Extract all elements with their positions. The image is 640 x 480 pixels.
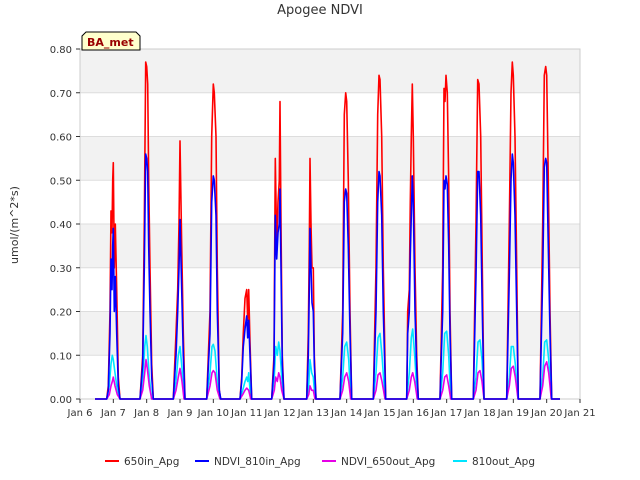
site-badge: BA_met [81, 31, 141, 51]
x-tick-label: Jan 20 [530, 408, 562, 419]
x-tick-label: Jan 13 [297, 408, 329, 419]
y-tick-label: 0.50 [50, 176, 72, 187]
x-tick-label: Jan 16 [397, 408, 429, 419]
x-tick-label: Jan 19 [497, 408, 529, 419]
legend-label: NDVI_650out_Apg [341, 456, 435, 468]
x-tick-label: Jan 8 [133, 408, 159, 419]
y-axis: 0.00 0.10 0.20 0.30 0.40 0.50 0.60 0.70 0.80 [50, 45, 80, 406]
badge-label: BA_met [87, 36, 134, 49]
x-tick-label: Jan 12 [263, 408, 295, 419]
y-tick-label: 0.20 [50, 308, 72, 319]
y-tick-label: 0.80 [50, 45, 72, 56]
legend-label: 650in_Apg [124, 456, 179, 468]
y-tick-label: 0.10 [50, 351, 72, 362]
legend-item: 810out_Apg [453, 456, 535, 468]
x-tick-label: Jan 21 [563, 408, 595, 419]
x-tick-label: Jan 18 [463, 408, 495, 419]
y-tick-label: 0.70 [50, 89, 72, 100]
x-axis: Jan 6 Jan 7 Jan 8 Jan 9 Jan 10 Jan 11 Jan 12 Ja… [67, 399, 596, 419]
x-tick-label: Jan 14 [330, 408, 362, 419]
y-axis-label: umol/(m^2*s) [8, 186, 21, 264]
background-band [80, 311, 580, 356]
legend-item: NDVI_810in_Apg [195, 456, 301, 468]
y-tick-label: 0.00 [50, 395, 72, 406]
legend: 650in_Apg NDVI_810in_Apg NDVI_650out_Apg 81… [105, 456, 535, 468]
chart-title: Apogee NDVI [277, 3, 363, 18]
x-tick-label: Jan 15 [363, 408, 395, 419]
series-line-ndvi-810in-apg [95, 153, 560, 400]
legend-item: 650in_Apg [105, 456, 179, 468]
x-tick-label: Jan 9 [167, 408, 193, 419]
background-band [80, 224, 580, 268]
y-tick-label: 0.30 [50, 264, 72, 275]
x-tick-label: Jan 11 [230, 408, 262, 419]
legend-label: NDVI_810in_Apg [214, 456, 301, 468]
legend-label: 810out_Apg [472, 456, 535, 468]
x-tick-label: Jan 7 [100, 408, 126, 419]
x-tick-label: Jan 17 [430, 408, 462, 419]
y-tick-label: 0.60 [50, 133, 72, 144]
y-tick-label: 0.40 [50, 220, 72, 231]
x-tick-label: Jan 6 [67, 408, 93, 419]
x-tick-label: Jan 10 [197, 408, 229, 419]
background-band [80, 136, 580, 181]
legend-item: NDVI_650out_Apg [322, 456, 435, 468]
series-layer [95, 61, 560, 400]
background-band [80, 49, 580, 93]
